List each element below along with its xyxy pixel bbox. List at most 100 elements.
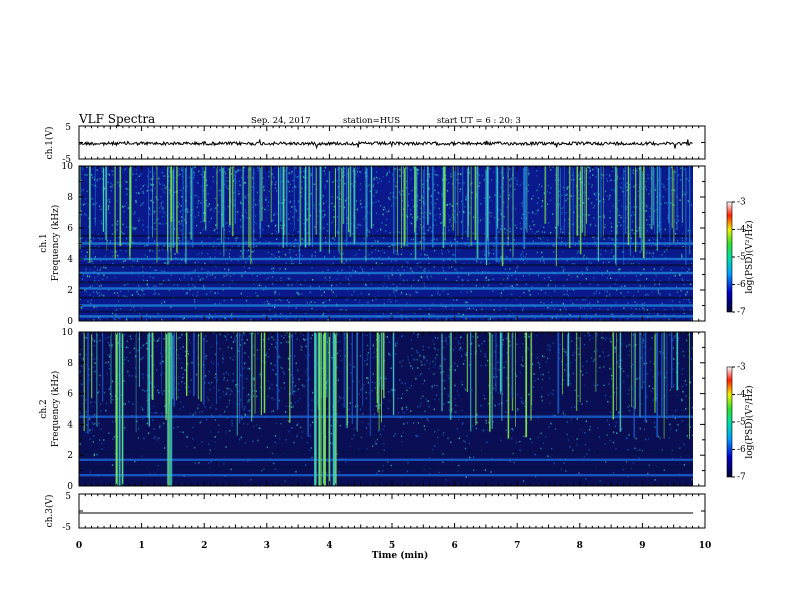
spectrogram-speckle [661, 254, 663, 256]
spectrogram-speckle [599, 319, 601, 321]
spectrogram-speckle [258, 427, 260, 429]
spectrogram-speckle [576, 298, 578, 301]
spectrogram-speckle [509, 260, 512, 262]
spectrogram-speckle [135, 356, 137, 358]
spectrogram-speckle [493, 245, 495, 247]
spectrogram-speckle [140, 173, 142, 176]
spectrogram-speckle [231, 246, 233, 248]
spectrogram-speckle [153, 240, 156, 242]
spectrogram-speckle [590, 357, 593, 359]
spectrogram-speckle [422, 197, 424, 200]
spectrogram-speckle [509, 285, 512, 287]
spectrogram-speckle [521, 402, 523, 404]
spectrogram-speckle [666, 248, 668, 251]
spectrogram-speckle [110, 190, 112, 192]
spectrogram-speckle [249, 333, 251, 335]
spectrogram-speckle [447, 226, 449, 228]
spectrogram-speckle [153, 212, 155, 215]
spectrogram-speckle [532, 212, 534, 215]
spectrogram-speckle [105, 267, 107, 269]
spectrogram-speckle [181, 169, 183, 171]
spectrogram-speckle [93, 185, 96, 187]
spectrogram-speckle [656, 313, 658, 316]
spectrogram-speckle [278, 355, 280, 358]
spectrogram-speckle [303, 386, 305, 388]
spectrogram-speckle [431, 295, 433, 297]
spectrogram-speckle [91, 241, 93, 243]
spectrogram-speckle [675, 286, 678, 288]
spectrogram-speckle [598, 436, 601, 438]
spectrogram-speckle [294, 401, 297, 404]
spectrogram-speckle [669, 294, 671, 296]
spectrogram-speckle [489, 318, 491, 320]
spectrogram-speckle [558, 179, 560, 181]
spectrogram-speckle [489, 196, 491, 198]
spectrogram-speckle [326, 408, 328, 410]
spectrogram-speckle [295, 210, 297, 212]
spectrogram-speckle [608, 198, 610, 201]
spectrogram-speckle [150, 199, 153, 202]
spectrogram-speckle [664, 376, 666, 379]
spectrogram-speckle [293, 390, 295, 393]
spectrogram-speckle [144, 343, 146, 346]
spectrogram-speckle [638, 195, 640, 198]
spectrogram-speckle [343, 168, 346, 170]
spectrogram-speckle [303, 222, 305, 225]
spectrogram-speckle [367, 301, 369, 304]
spectrogram-speckle [604, 190, 607, 193]
spectrogram-speckle [463, 206, 466, 208]
spectrogram-speckle [553, 462, 555, 465]
spectrogram-speckle [324, 255, 326, 258]
spectrogram-speckle [276, 213, 278, 215]
spectrogram-speckle [114, 276, 116, 279]
spectrogram-speckle [289, 312, 291, 314]
spectrogram-speckle [411, 354, 413, 357]
spectrogram-speckle [89, 471, 91, 474]
spectrogram-speckle [565, 194, 567, 197]
spectrogram-speckle [526, 422, 528, 424]
spectrogram-speckle [291, 403, 293, 406]
spectrogram-speckle [458, 394, 460, 396]
spectrogram-speckle [514, 224, 516, 226]
spectrogram-speckle [522, 307, 524, 309]
spectrogram-speckle [572, 302, 574, 305]
spectrogram-speckle [391, 269, 393, 271]
spectrogram-speckle [442, 434, 444, 436]
spectrogram-speckle [314, 226, 316, 228]
spectrogram-speckle [596, 349, 598, 352]
spectrogram-speckle [587, 197, 590, 200]
spectrogram-speckle [420, 402, 422, 404]
spectrogram-speckle [676, 291, 679, 293]
spectrogram-speckle [266, 446, 268, 448]
spectrogram-speckle [164, 262, 167, 264]
spectrogram-speckle [245, 299, 248, 302]
spectrogram-speckle [115, 313, 117, 316]
spectrogram-speckle [675, 409, 677, 412]
spectrogram-speckle [380, 228, 382, 230]
spectrogram-speckle [288, 173, 290, 175]
spectrogram-speckle [665, 188, 667, 191]
spectrogram-speckle [472, 216, 475, 218]
spectrogram-speckle [550, 231, 552, 234]
spectrogram-speckle [230, 167, 233, 169]
spectrogram-speckle [606, 270, 609, 272]
spectrogram-speckle [435, 174, 438, 176]
spectrogram-speckle [689, 378, 691, 380]
spectrogram-speckle [532, 386, 534, 388]
spectrogram-speckle [81, 332, 83, 334]
spectrogram-speckle [480, 350, 482, 353]
spectrogram-speckle [444, 387, 446, 390]
spectrogram-speckle [211, 261, 213, 264]
spectrogram-speckle [460, 173, 462, 175]
spectrogram-speckle [614, 282, 617, 285]
spectrogram-speckle [111, 420, 114, 423]
spectrogram-speckle [244, 342, 246, 345]
spectrogram-speckle [340, 253, 342, 256]
spectrogram-speckle [601, 173, 603, 176]
spectrogram-speckle [313, 207, 315, 209]
spectrogram-speckle [574, 244, 576, 246]
spectrogram-speckle [549, 349, 551, 351]
spectrogram-speckle [436, 318, 438, 320]
spectrogram-speckle [205, 276, 208, 278]
spectrogram-speckle [583, 238, 585, 240]
